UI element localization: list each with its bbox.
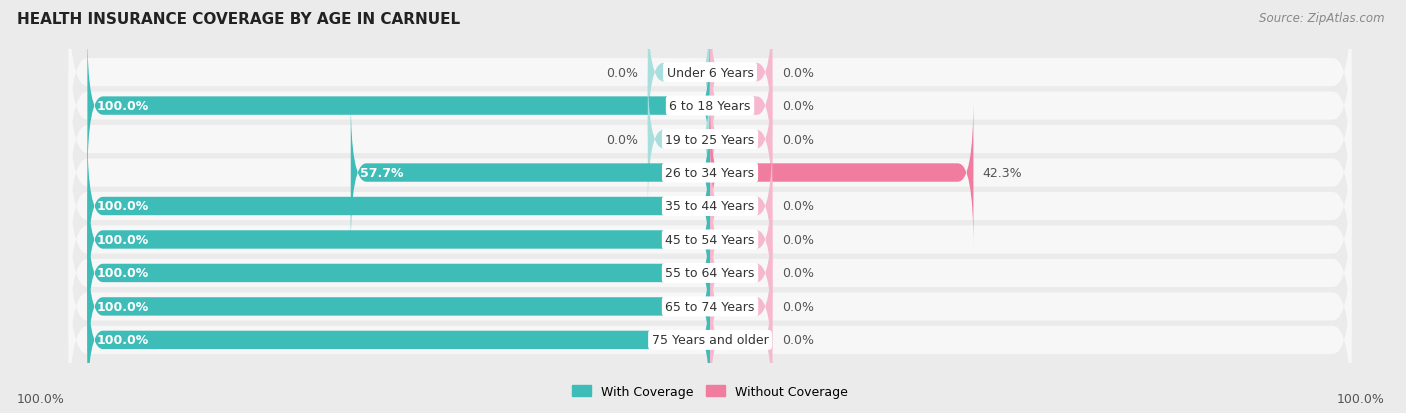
Legend: With Coverage, Without Coverage: With Coverage, Without Coverage <box>572 385 848 398</box>
Text: 0.0%: 0.0% <box>606 66 638 79</box>
Text: Source: ZipAtlas.com: Source: ZipAtlas.com <box>1260 12 1385 25</box>
FancyBboxPatch shape <box>69 0 1351 159</box>
Text: 100.0%: 100.0% <box>97 267 149 280</box>
Text: 6 to 18 Years: 6 to 18 Years <box>669 100 751 113</box>
Text: Under 6 Years: Under 6 Years <box>666 66 754 79</box>
Text: 0.0%: 0.0% <box>782 100 814 113</box>
Text: 100.0%: 100.0% <box>97 233 149 247</box>
Text: 0.0%: 0.0% <box>782 200 814 213</box>
Text: 65 to 74 Years: 65 to 74 Years <box>665 300 755 313</box>
FancyBboxPatch shape <box>87 266 710 413</box>
Text: 0.0%: 0.0% <box>782 334 814 347</box>
FancyBboxPatch shape <box>648 0 710 147</box>
Text: 0.0%: 0.0% <box>782 66 814 79</box>
FancyBboxPatch shape <box>710 199 772 348</box>
FancyBboxPatch shape <box>87 132 710 281</box>
Text: HEALTH INSURANCE COVERAGE BY AGE IN CARNUEL: HEALTH INSURANCE COVERAGE BY AGE IN CARN… <box>17 12 460 27</box>
Text: 75 Years and older: 75 Years and older <box>651 334 769 347</box>
Text: 0.0%: 0.0% <box>782 133 814 146</box>
FancyBboxPatch shape <box>69 54 1351 226</box>
FancyBboxPatch shape <box>87 199 710 348</box>
FancyBboxPatch shape <box>710 166 772 314</box>
FancyBboxPatch shape <box>69 87 1351 259</box>
FancyBboxPatch shape <box>648 65 710 214</box>
FancyBboxPatch shape <box>69 120 1351 293</box>
Text: 45 to 54 Years: 45 to 54 Years <box>665 233 755 247</box>
Text: 100.0%: 100.0% <box>97 334 149 347</box>
FancyBboxPatch shape <box>710 0 772 147</box>
FancyBboxPatch shape <box>710 132 772 281</box>
Text: 100.0%: 100.0% <box>1337 392 1385 405</box>
FancyBboxPatch shape <box>710 32 772 180</box>
FancyBboxPatch shape <box>87 32 710 180</box>
Text: 0.0%: 0.0% <box>782 233 814 247</box>
Text: 0.0%: 0.0% <box>606 133 638 146</box>
Text: 19 to 25 Years: 19 to 25 Years <box>665 133 755 146</box>
FancyBboxPatch shape <box>87 166 710 314</box>
FancyBboxPatch shape <box>69 154 1351 326</box>
FancyBboxPatch shape <box>710 233 772 381</box>
FancyBboxPatch shape <box>350 99 710 247</box>
FancyBboxPatch shape <box>87 233 710 381</box>
Text: 100.0%: 100.0% <box>97 100 149 113</box>
Text: 100.0%: 100.0% <box>97 200 149 213</box>
FancyBboxPatch shape <box>710 266 772 413</box>
Text: 100.0%: 100.0% <box>97 300 149 313</box>
FancyBboxPatch shape <box>69 221 1351 393</box>
FancyBboxPatch shape <box>69 254 1351 413</box>
Text: 35 to 44 Years: 35 to 44 Years <box>665 200 755 213</box>
Text: 0.0%: 0.0% <box>782 300 814 313</box>
Text: 57.7%: 57.7% <box>360 166 404 180</box>
FancyBboxPatch shape <box>69 187 1351 359</box>
FancyBboxPatch shape <box>69 20 1351 192</box>
FancyBboxPatch shape <box>710 99 973 247</box>
Text: 26 to 34 Years: 26 to 34 Years <box>665 166 755 180</box>
Text: 55 to 64 Years: 55 to 64 Years <box>665 267 755 280</box>
Text: 100.0%: 100.0% <box>17 392 65 405</box>
FancyBboxPatch shape <box>710 65 772 214</box>
Text: 42.3%: 42.3% <box>983 166 1022 180</box>
Text: 0.0%: 0.0% <box>782 267 814 280</box>
